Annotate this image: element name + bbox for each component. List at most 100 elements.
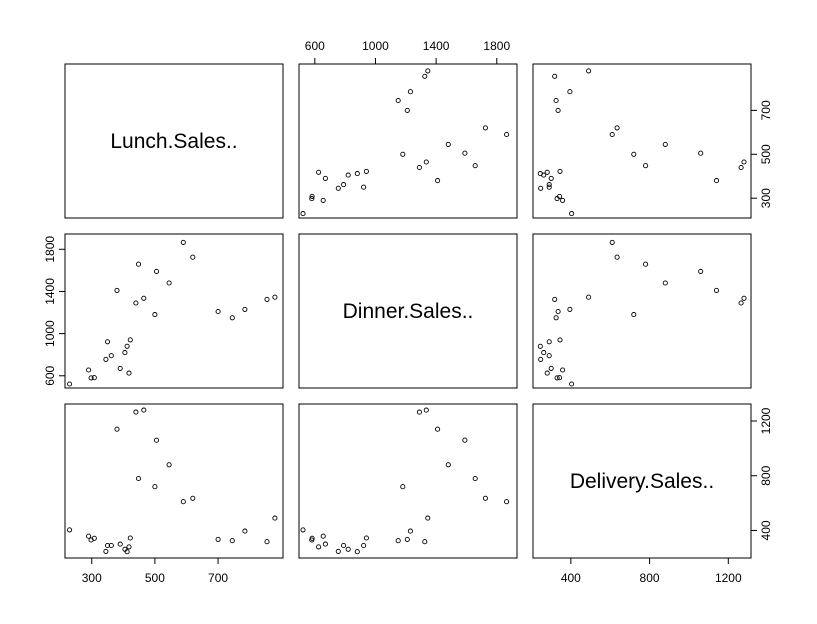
point-dinner-vs-lunch-21 [215, 308, 221, 315]
point-dinner-vs-lunch-14 [135, 261, 142, 267]
variable-label-delivery: Delivery.Sales.. [570, 470, 714, 493]
panel-1-2 [532, 233, 752, 389]
point-delivery-vs-lunch-18 [166, 462, 172, 468]
point-lunch-vs-delivery-13 [738, 164, 744, 171]
point-dinner-vs-delivery-20 [614, 254, 620, 260]
x-tick-label-dinner-1000: 1000 [362, 39, 389, 53]
point-dinner-vs-lunch-25 [272, 294, 278, 300]
point-dinner-vs-lunch-4 [103, 356, 109, 362]
point-lunch-vs-dinner-14 [472, 163, 478, 169]
point-lunch-vs-dinner-20 [482, 125, 488, 131]
point-lunch-vs-delivery-8 [548, 175, 554, 181]
y-tick-label-delivery-400: 400 [759, 520, 773, 540]
point-dinner-vs-lunch-19 [180, 239, 186, 245]
point-delivery-vs-dinner-3 [309, 535, 315, 541]
x-tick-label-delivery-800: 800 [640, 571, 660, 585]
point-delivery-vs-dinner-1 [320, 533, 326, 539]
point-lunch-vs-dinner-2 [309, 196, 315, 202]
point-lunch-vs-delivery-20 [614, 125, 620, 131]
x-tick-label-lunch-300: 300 [82, 571, 102, 585]
point-lunch-vs-dinner-19 [504, 131, 510, 138]
point-dinner-vs-lunch-22 [229, 315, 235, 321]
point-lunch-vs-delivery-12 [557, 168, 563, 174]
point-delivery-vs-lunch-16 [152, 484, 158, 490]
point-delivery-vs-lunch-7 [114, 426, 120, 432]
point-lunch-vs-dinner-25 [425, 68, 431, 74]
y-tick-label-delivery-1200: 1200 [759, 407, 773, 434]
point-dinner-vs-lunch-8 [117, 365, 123, 371]
panel-2-0 [64, 403, 284, 559]
point-dinner-vs-delivery-7 [713, 287, 720, 293]
point-delivery-vs-lunch-1 [86, 533, 92, 539]
point-dinner-vs-lunch-3 [91, 375, 97, 381]
point-lunch-vs-dinner-1 [320, 197, 326, 203]
point-delivery-vs-dinner-20 [482, 495, 488, 501]
point-dinner-vs-lunch-16 [152, 312, 158, 318]
point-lunch-vs-delivery-16 [631, 151, 637, 157]
point-delivery-vs-lunch-20 [190, 495, 196, 501]
point-delivery-vs-lunch-11 [126, 544, 132, 550]
point-delivery-vs-lunch-13 [133, 409, 139, 415]
x-tick-label-delivery-1200: 1200 [715, 571, 742, 585]
point-lunch-vs-dinner-16 [400, 151, 406, 157]
point-delivery-vs-dinner-9 [345, 546, 351, 552]
panel-0-2 [532, 63, 752, 219]
point-delivery-vs-dinner-18 [445, 462, 451, 468]
point-lunch-vs-dinner-9 [345, 172, 351, 178]
point-dinner-vs-delivery-23 [567, 306, 573, 312]
point-delivery-vs-lunch-3 [91, 535, 97, 541]
point-delivery-vs-lunch-25 [272, 515, 278, 521]
point-delivery-vs-lunch-12 [127, 535, 133, 541]
point-delivery-vs-lunch-6 [108, 542, 114, 549]
point-delivery-vs-lunch-22 [229, 538, 235, 544]
point-lunch-vs-dinner-11 [316, 169, 322, 175]
point-dinner-vs-lunch-6 [108, 353, 114, 359]
point-dinner-vs-lunch-2 [88, 375, 94, 381]
point-dinner-vs-delivery-0 [569, 381, 575, 387]
point-delivery-vs-lunch-14 [135, 475, 142, 482]
point-lunch-vs-delivery-23 [567, 89, 573, 95]
point-delivery-vs-lunch-23 [242, 528, 248, 534]
point-dinner-vs-delivery-1 [560, 367, 566, 373]
point-dinner-vs-lunch-17 [153, 268, 160, 274]
point-lunch-vs-delivery-25 [586, 68, 592, 74]
point-dinner-vs-delivery-25 [586, 294, 592, 300]
point-dinner-vs-lunch-18 [166, 280, 172, 286]
point-lunch-vs-delivery-15 [741, 159, 747, 165]
point-dinner-vs-delivery-13 [738, 300, 744, 306]
point-dinner-vs-delivery-9 [541, 350, 547, 356]
point-lunch-vs-delivery-14 [643, 163, 649, 169]
y-tick-label-lunch-500: 500 [759, 144, 773, 164]
x-tick-label-dinner-1400: 1400 [423, 39, 450, 53]
point-lunch-vs-dinner-4 [335, 185, 341, 191]
point-dinner-vs-lunch-9 [122, 350, 128, 356]
point-dinner-vs-lunch-20 [190, 254, 196, 260]
axes: 300 500 700 400 800 1200 600 1000 1400 1800 600 100… [43, 39, 773, 585]
point-lunch-vs-delivery-24 [552, 73, 558, 79]
panel-0-1 [298, 63, 518, 219]
panel-0-0 [64, 63, 284, 219]
point-lunch-vs-dinner-22 [395, 97, 401, 104]
point-delivery-vs-lunch-10 [124, 549, 130, 555]
point-dinner-vs-delivery-8 [548, 365, 554, 371]
point-dinner-vs-delivery-10 [537, 343, 543, 349]
point-delivery-vs-dinner-4 [335, 548, 341, 554]
point-delivery-vs-lunch-4 [103, 548, 109, 554]
point-delivery-vs-dinner-16 [400, 484, 406, 490]
x-tick-label-lunch-500: 500 [145, 571, 165, 585]
point-delivery-vs-dinner-8 [322, 541, 328, 547]
point-delivery-vs-dinner-25 [425, 515, 431, 521]
point-dinner-vs-delivery-17 [698, 268, 704, 274]
point-dinner-vs-lunch-24 [264, 296, 270, 302]
y-tick-label-dinner-1400: 1400 [43, 278, 57, 305]
point-dinner-vs-delivery-19 [609, 239, 615, 245]
point-dinner-vs-delivery-15 [741, 295, 747, 301]
variable-labels: Lunch.Sales.. Dinner.Sales.. Delivery.Sale… [110, 130, 714, 493]
variable-label-lunch: Lunch.Sales.. [110, 130, 237, 153]
panel-2-1 [298, 403, 518, 559]
point-delivery-vs-dinner-11 [316, 544, 322, 550]
x-tick-label-dinner-1800: 1800 [483, 39, 510, 53]
point-delivery-vs-lunch-17 [153, 437, 160, 443]
point-lunch-vs-dinner-8 [322, 175, 328, 181]
point-lunch-vs-delivery-22 [553, 97, 559, 104]
